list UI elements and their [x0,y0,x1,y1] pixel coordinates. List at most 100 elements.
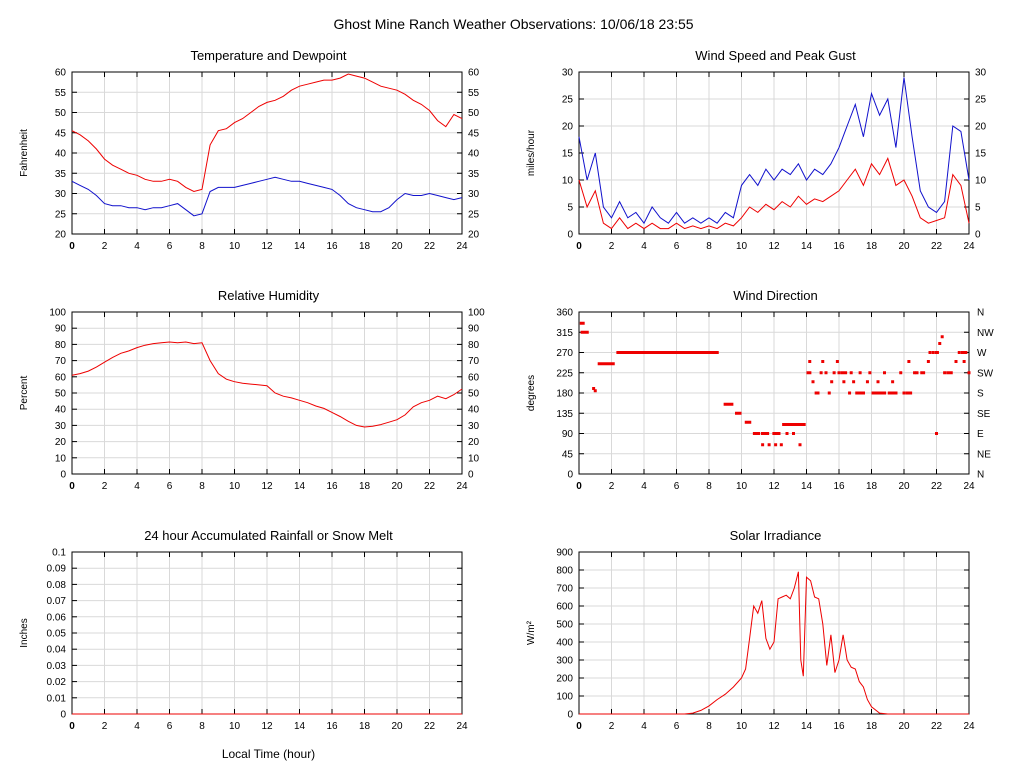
y-tick-label: 60 [55,372,67,383]
y-tick-label: 700 [556,584,573,595]
x-tick-label: 22 [424,241,436,252]
scatter-point [954,360,958,363]
scatter-point [835,360,839,363]
x-tick-label: 0 [576,241,582,252]
scatter-point [915,371,919,375]
x-tick-label: 4 [641,721,647,732]
scatter-segment [772,432,781,435]
y-tick-label: 100 [556,692,573,703]
x-tick-label: 12 [261,721,273,732]
y-tick-label: 30 [55,421,67,432]
x-tick-label: 8 [199,241,205,252]
y-tick-label: 0 [60,710,66,721]
y-tick-label: 40 [55,149,67,160]
y-tick-label-right: 60 [468,68,480,79]
y-tick-label: 0 [567,710,573,721]
x-tick-label: 10 [736,241,748,252]
series-line [71,176,463,217]
rainfall-plot: 0 0.01 0.02 0.03 0.04 0.05 0.06 0.07 0.08 0.09 0.1… [19,548,468,733]
scatter-segment [782,423,806,426]
scatter-point [931,351,935,354]
scatter-point [938,342,942,345]
x-tick-label: 10 [229,241,241,252]
scatter-point [848,391,852,395]
y-tick-label: 5 [567,203,573,214]
scatter-segment [761,432,770,435]
scatter-point [943,371,947,375]
scatter-segment [814,391,820,395]
y-tick-label-right: 60 [468,372,480,383]
x-tick-label: 20 [898,481,910,492]
y-tick-label: 60 [55,68,67,79]
scatter-segment [920,371,926,375]
plot-frame [578,551,970,715]
y-tick-label: 20 [55,230,67,241]
compass-label: W [977,348,987,359]
y-tick-label: 100 [49,308,66,319]
relative-humidity-panel: Relative Humidity 0 0 10 10 20 20 30 30 40 40 50 50… [10,288,513,506]
scatter-point [935,432,938,435]
y-tick-label: 300 [556,656,573,667]
x-tick-label: 6 [674,481,680,492]
y-tick-label: 0.1 [52,548,66,559]
scatter-point [792,432,795,435]
rainfall-panel: 24 hour Accumulated Rainfall or Snow Mel… [10,528,513,761]
series-line [578,77,970,225]
x-tick-label: 0 [69,721,75,732]
y-axis-label: Fahrenheit [19,129,30,177]
y-tick-label: 800 [556,566,573,577]
scatter-segment [871,391,887,395]
y-tick-label-right: 35 [468,169,480,180]
x-tick-label: 22 [931,721,943,732]
scatter-point [913,371,917,375]
x-tick-label: 6 [167,481,173,492]
y-tick-label: 20 [562,122,574,133]
y-tick-label: 180 [556,389,573,400]
x-tick-label: 24 [963,481,975,492]
x-tick-label: 14 [294,481,306,492]
compass-label: N [977,470,984,481]
y-tick-label: 0.02 [47,677,67,688]
scatter-point [865,380,869,384]
y-tick-label: 0.08 [47,580,67,591]
y-tick-label: 135 [556,409,573,420]
y-axis-label: miles/hour [526,129,537,176]
scatter-point [967,371,971,375]
x-tick-label: 12 [261,481,273,492]
scatter-point [811,380,815,384]
y-tick-label: 0.06 [47,612,67,623]
y-tick-label: 80 [55,340,67,351]
x-tick-label: 12 [768,481,780,492]
scatter-point [761,443,765,447]
solar-irradiance-panel: Solar Irradiance 0 100 200 300 400 500 600 700 8… [517,528,1020,761]
x-tick-label: 18 [866,241,878,252]
compass-label: E [977,429,984,440]
scatter-segment [735,411,742,415]
series-line [578,157,970,230]
y-tick-label-right: 45 [468,128,480,139]
compass-label: S [977,389,984,400]
y-tick-label: 25 [55,209,67,220]
x-tick-label: 0 [576,481,582,492]
scatter-point [891,380,895,384]
y-tick-label: 30 [562,68,574,79]
x-tick-label: 14 [294,721,306,732]
y-tick-label-right: 40 [468,149,480,160]
chart-title-wind-speed: Wind Speed and Peak Gust [695,48,856,63]
y-tick-label-right: 15 [975,149,987,160]
scatter-segment [752,432,761,435]
y-tick-label: 400 [556,638,573,649]
y-tick-label: 360 [556,308,573,319]
x-tick-label: 6 [167,241,173,252]
x-tick-label: 10 [736,721,748,732]
x-tick-label: 12 [768,721,780,732]
x-tick-label: 8 [199,721,205,732]
x-tick-label: 16 [833,241,845,252]
compass-label: NW [977,328,994,339]
x-tick-label: 10 [229,481,241,492]
charts-grid: Temperature and Dewpoint 20 20 25 25 30 30 35 3… [10,48,1017,761]
